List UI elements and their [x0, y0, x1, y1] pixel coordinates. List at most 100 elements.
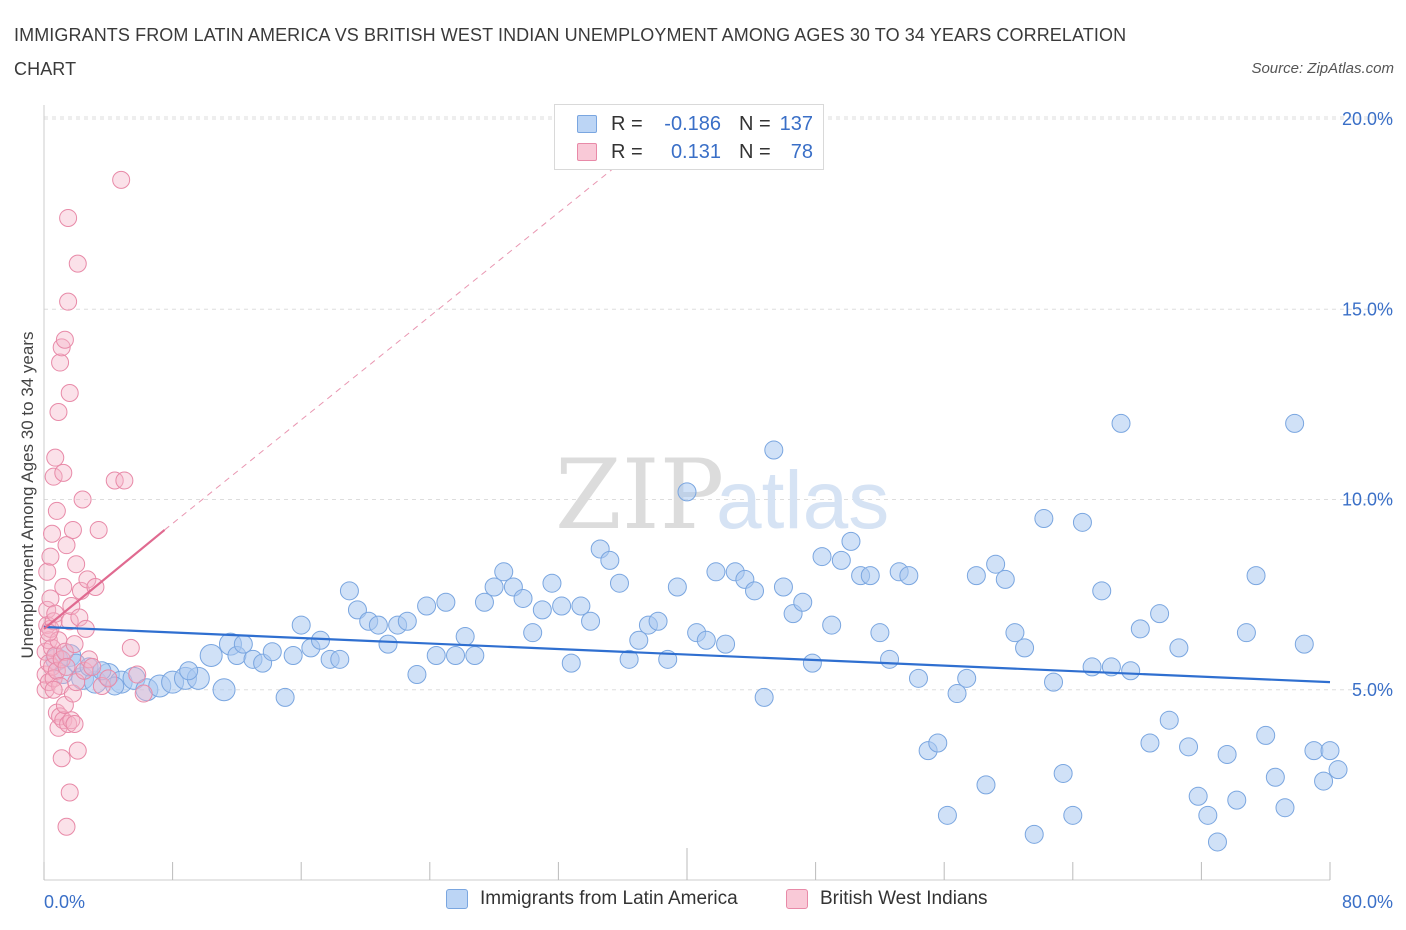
source-label: Source: ZipAtlas.com — [1251, 60, 1394, 77]
legend-row-latin-america: R = -0.186 N = 137 — [577, 111, 813, 137]
british-west-indians-point — [54, 578, 73, 597]
british-west-indians-point — [47, 661, 66, 680]
latin-america-point — [995, 569, 1015, 589]
latin-america-point — [1044, 672, 1064, 692]
british-west-indians-point — [59, 292, 78, 311]
british-west-indians-point — [63, 520, 82, 539]
watermark-atlas: atlas — [716, 455, 889, 546]
trend-extension-british-west-indians — [164, 160, 624, 531]
british-west-indians-point — [54, 463, 73, 482]
legend-r-label: R = — [611, 140, 643, 163]
latin-america-point — [1328, 760, 1348, 780]
latin-america-point — [745, 581, 765, 601]
latin-america-point — [552, 596, 572, 616]
legend-item-british-west-indians: British West Indians — [786, 888, 988, 910]
latin-america-point — [465, 646, 485, 666]
british-west-indians-point — [60, 612, 79, 631]
latin-america-point — [986, 554, 1006, 574]
latin-america-point — [1256, 725, 1276, 745]
legend-r-value: -0.186 — [664, 112, 721, 135]
british-west-indians-point — [60, 383, 79, 402]
latin-america-point — [1188, 786, 1208, 806]
latin-america-point — [937, 805, 957, 825]
legend-r-label: R = — [611, 112, 643, 135]
british-west-indians-point — [59, 208, 78, 227]
latin-america-point — [764, 440, 784, 460]
british-west-indians-point — [128, 665, 147, 684]
series-legend: Immigrants from Latin America British We… — [0, 888, 1406, 918]
latin-america-point — [1320, 741, 1340, 761]
latin-america-point — [1236, 623, 1256, 643]
series-latin-america-points — [45, 413, 1348, 852]
latin-america-point — [330, 649, 350, 669]
latin-america-point — [899, 566, 919, 586]
latin-america-point — [347, 600, 367, 620]
legend-row-british-west-indians: R = 0.131 N = 78 — [577, 139, 813, 165]
watermark: ZIP atlas — [555, 439, 889, 551]
british-west-indians-point — [38, 562, 57, 581]
latin-america-point — [1159, 710, 1179, 730]
latin-america-point — [1024, 824, 1044, 844]
british-west-indians-point — [134, 684, 153, 703]
latin-america-point — [966, 566, 986, 586]
latin-america-point — [1053, 763, 1073, 783]
latin-america-point — [417, 596, 437, 616]
latin-america-point — [629, 630, 649, 650]
british-west-indians-point — [57, 657, 76, 676]
latin-america-point — [275, 687, 295, 707]
latin-america-point — [976, 775, 996, 795]
legend-swatch-blue — [446, 889, 468, 909]
latin-america-point — [397, 611, 417, 631]
latin-america-point — [677, 482, 697, 502]
latin-america-point — [1005, 623, 1025, 643]
latin-america-point — [870, 623, 890, 643]
latin-america-point — [1314, 771, 1334, 791]
british-west-indians-point — [68, 741, 87, 760]
latin-america-point — [407, 665, 427, 685]
latin-america-point — [908, 668, 928, 688]
british-west-indians-point — [67, 555, 86, 574]
latin-america-point — [1285, 413, 1305, 433]
legend-swatch-pink — [786, 889, 808, 909]
watermark-zip: ZIP — [555, 439, 724, 551]
latin-america-point — [928, 733, 948, 753]
latin-america-point — [1227, 790, 1247, 810]
latin-america-point — [619, 649, 639, 669]
latin-america-point — [1121, 661, 1141, 681]
latin-america-point — [368, 615, 388, 635]
latin-america-point — [600, 550, 620, 570]
latin-america-point — [233, 634, 253, 654]
latin-america-point — [831, 550, 851, 570]
british-west-indians-point — [115, 471, 134, 490]
british-west-indians-point — [73, 490, 92, 509]
british-west-indians-point — [49, 403, 68, 421]
latin-america-point — [754, 687, 774, 707]
legend-r-value: 0.131 — [670, 140, 721, 163]
latin-america-point — [378, 634, 398, 654]
british-west-indians-point — [57, 536, 76, 555]
latin-america-point — [474, 592, 494, 612]
latin-america-point — [446, 646, 466, 666]
latin-america-point — [212, 678, 236, 702]
latin-america-point — [1294, 634, 1314, 654]
latin-america-point — [283, 646, 303, 666]
legend-swatch-blue — [577, 115, 597, 133]
latin-america-point — [1275, 798, 1295, 818]
latin-america-point — [957, 668, 977, 688]
latin-america-point — [1063, 805, 1083, 825]
latin-america-point — [773, 577, 793, 597]
series-british-west-indians-points — [36, 170, 153, 836]
latin-america-point — [667, 577, 687, 597]
british-west-indians-point — [92, 676, 111, 695]
british-west-indians-point — [57, 817, 76, 836]
y-tick-label-15: 15.0% — [1342, 299, 1393, 319]
latin-america-point — [793, 592, 813, 612]
british-west-indians-point — [63, 684, 82, 703]
british-west-indians-point — [65, 715, 84, 733]
legend-n-value: 78 — [790, 140, 813, 163]
latin-america-point — [436, 592, 456, 612]
latin-america-point — [542, 573, 562, 593]
british-west-indians-point — [60, 783, 79, 802]
british-west-indians-point — [99, 669, 118, 688]
